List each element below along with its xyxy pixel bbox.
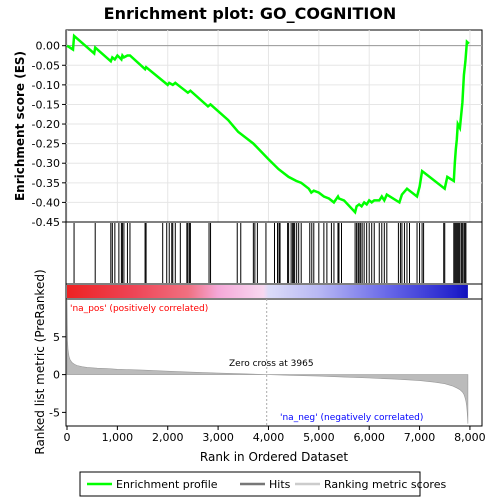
metric-x-tick-label: 7,000 bbox=[404, 431, 436, 444]
es-y-ticks: 0.00 -0.05 -0.10 -0.15 -0.20 -0.25 -0.30 -0.35 -… bbox=[32, 40, 66, 229]
neg-correlated-label: 'na_neg' (negatively correlated) bbox=[280, 413, 423, 423]
ranked-metric-panel: 5 0 -5 0 1,000 2,000 3,000 4,000 5,000 6,000 7,00… bbox=[33, 269, 486, 464]
legend-ranking-metric: Ranking metric scores bbox=[324, 478, 446, 491]
metric-x-tick-label: 8,000 bbox=[454, 431, 486, 444]
es-y-tick-label: -0.45 bbox=[32, 216, 60, 229]
es-panel: 0.00 -0.05 -0.10 -0.15 -0.20 -0.25 -0.30 -0.35 -… bbox=[13, 29, 483, 229]
metric-y-tick-label: -5 bbox=[49, 406, 60, 419]
metric-x-tick-label: 4,000 bbox=[253, 431, 285, 444]
es-y-axis-label: Enrichment score (ES) bbox=[13, 51, 27, 201]
metric-x-tick-label: 6,000 bbox=[353, 431, 385, 444]
color-bar-gradient bbox=[67, 285, 468, 298]
legend-enrichment-profile: Enrichment profile bbox=[116, 478, 218, 491]
legend-hits: Hits bbox=[269, 478, 291, 491]
metric-x-tick-label: 3,000 bbox=[202, 431, 234, 444]
rank-color-bar bbox=[65, 283, 483, 300]
es-y-tick-label: -0.20 bbox=[32, 118, 60, 131]
ranking-metric-area bbox=[66, 298, 469, 424]
es-y-tick-label: -0.10 bbox=[32, 79, 60, 92]
es-y-tick-label: -0.30 bbox=[32, 157, 60, 170]
metric-y-tick-label: 0 bbox=[53, 369, 60, 382]
pos-correlated-label: 'na_pos' (positively correlated) bbox=[70, 304, 208, 314]
hits-panel bbox=[65, 221, 483, 285]
legend-box bbox=[79, 471, 421, 497]
es-y-tick-label: -0.35 bbox=[32, 177, 60, 190]
es-y-tick-label: -0.15 bbox=[32, 98, 60, 111]
metric-x-tick-label: 1,000 bbox=[102, 431, 134, 444]
es-y-tick-label: -0.05 bbox=[32, 59, 60, 72]
hits-frame bbox=[65, 221, 483, 285]
es-y-tick-label: -0.40 bbox=[32, 196, 60, 209]
metric-plot-frame bbox=[65, 298, 483, 427]
metric-y-tick-label: 5 bbox=[53, 331, 60, 344]
metric-x-tick-label: 0 bbox=[64, 431, 71, 444]
metric-x-ticks: 0 1,000 2,000 3,000 4,000 5,000 6,000 7,000 8,00… bbox=[64, 426, 486, 444]
zero-cross-label: Zero cross at 3965 bbox=[229, 359, 314, 369]
metric-y-axis-label: Ranked list metric (PreRanked) bbox=[33, 269, 47, 454]
metric-x-tick-label: 2,000 bbox=[152, 431, 184, 444]
legend: Enrichment profile Hits Ranking metric s… bbox=[79, 471, 446, 497]
chart-title: Enrichment plot: GO_COGNITION bbox=[104, 4, 397, 23]
enrichment-profile-line bbox=[66, 33, 470, 215]
hits-rug bbox=[73, 223, 467, 283]
metric-y-ticks: 5 0 -5 bbox=[49, 331, 66, 419]
es-y-tick-label: -0.25 bbox=[32, 138, 60, 151]
x-axis-label: Rank in Ordered Dataset bbox=[200, 450, 348, 464]
metric-x-tick-label: 5,000 bbox=[303, 431, 335, 444]
es-y-tick-label: 0.00 bbox=[36, 40, 61, 53]
